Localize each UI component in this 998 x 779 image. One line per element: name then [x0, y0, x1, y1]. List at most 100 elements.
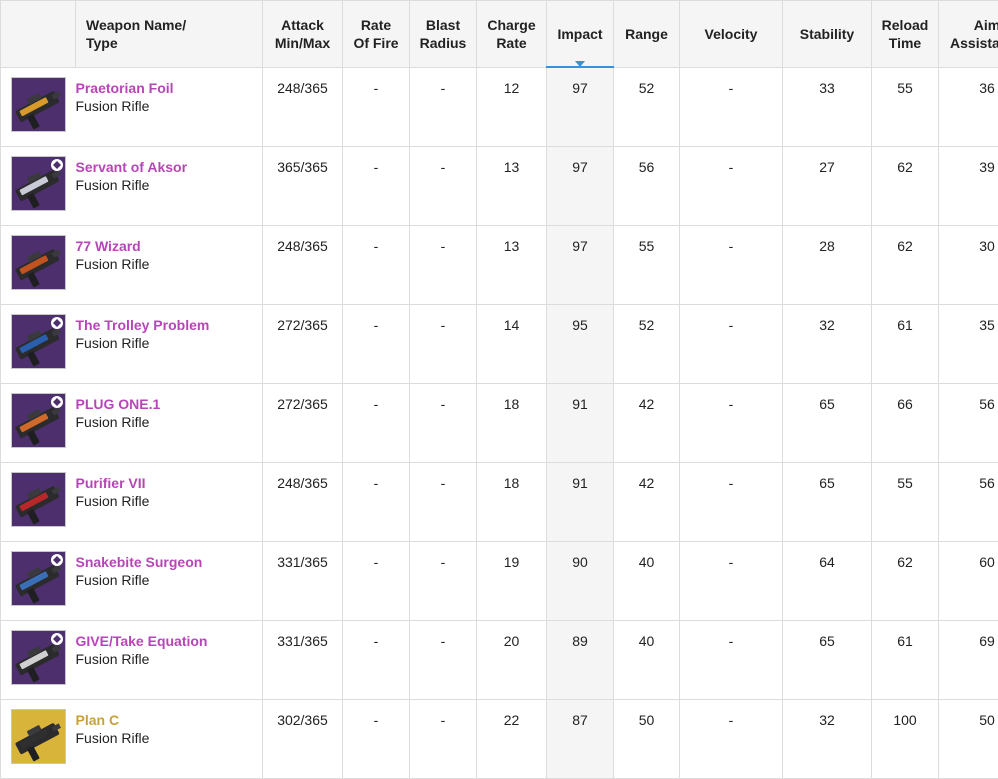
aim-assistance-cell: 36 [939, 67, 998, 147]
weapon-thumbnail[interactable] [11, 156, 66, 211]
weapon-thumbnail[interactable] [11, 77, 66, 132]
range-cell: 52 [614, 67, 680, 147]
weapon-name-link[interactable]: GIVE/Take Equation [76, 632, 263, 650]
attack-value: 331/365 [263, 621, 342, 649]
blast-radius-value: - [410, 700, 476, 728]
stability-cell: 65 [783, 463, 872, 542]
reload-time-cell: 62 [872, 542, 939, 621]
header-stability[interactable]: Stability [783, 1, 872, 68]
weapon-name-link[interactable]: Servant of Aksor [76, 158, 263, 176]
reload-time-cell: 62 [872, 226, 939, 305]
charge-rate-value: 18 [477, 463, 546, 491]
aim-assistance-value: 60 [939, 542, 998, 570]
weapon-name-link[interactable]: Purifier VII [76, 474, 263, 492]
header-blast-radius[interactable]: Blast Radius [410, 1, 477, 68]
weapon-thumbnail[interactable] [11, 551, 66, 606]
header-aim-assistance[interactable]: Aim Assistance [939, 1, 998, 68]
icon-cell [1, 226, 76, 305]
rate-of-fire-cell: - [343, 542, 410, 621]
weapon-name-cell: PLUG ONE.1 Fusion Rifle [76, 384, 263, 463]
table-row: GIVE/Take Equation Fusion Rifle 331/365 … [1, 621, 998, 700]
weapon-name-link[interactable]: Praetorian Foil [76, 79, 263, 97]
blast-radius-cell: - [410, 621, 477, 700]
rate-of-fire-cell: - [343, 305, 410, 384]
velocity-value: - [680, 621, 782, 649]
weapon-thumbnail[interactable] [11, 709, 66, 764]
weapon-thumbnail[interactable] [11, 314, 66, 369]
charge-rate-cell: 12 [477, 67, 547, 147]
icon-cell [1, 463, 76, 542]
header-impact[interactable]: Impact [547, 1, 614, 68]
weapon-thumbnail[interactable] [11, 472, 66, 527]
aim-assistance-value: 56 [939, 463, 998, 491]
attack-cell: 248/365 [263, 226, 343, 305]
charge-rate-cell: 13 [477, 226, 547, 305]
velocity-cell: - [680, 384, 783, 463]
blast-radius-cell: - [410, 67, 477, 147]
velocity-cell: - [680, 621, 783, 700]
stability-cell: 32 [783, 700, 872, 779]
weapon-name-link[interactable]: Snakebite Surgeon [76, 553, 263, 571]
reload-time-value: 62 [872, 226, 938, 254]
weapon-name-cell: Plan C Fusion Rifle [76, 700, 263, 779]
header-range[interactable]: Range [614, 1, 680, 68]
attack-cell: 331/365 [263, 621, 343, 700]
weapon-name-link[interactable]: The Trolley Problem [76, 316, 263, 334]
fusion-rifle-icon [12, 710, 65, 763]
weapon-thumbnail[interactable] [11, 235, 66, 290]
header-attack-line2: Min/Max [275, 35, 330, 51]
charge-rate-cell: 20 [477, 621, 547, 700]
charge-rate-cell: 22 [477, 700, 547, 779]
stability-cell: 32 [783, 305, 872, 384]
rate-of-fire-value: - [343, 542, 409, 570]
weapon-name-link[interactable]: Plan C [76, 711, 263, 729]
icon-cell [1, 700, 76, 779]
blast-radius-value: - [410, 68, 476, 96]
range-cell: 52 [614, 305, 680, 384]
range-cell: 42 [614, 463, 680, 542]
header-charge-rate-line2: Rate [496, 35, 526, 51]
weapon-type: Fusion Rifle [76, 176, 263, 194]
charge-rate-cell: 18 [477, 463, 547, 542]
icon-cell [1, 384, 76, 463]
range-cell: 56 [614, 147, 680, 226]
rate-of-fire-value: - [343, 700, 409, 728]
stability-cell: 64 [783, 542, 872, 621]
range-value: 52 [614, 305, 679, 333]
header-charge-rate[interactable]: Charge Rate [477, 1, 547, 68]
reload-time-cell: 62 [872, 147, 939, 226]
charge-rate-cell: 19 [477, 542, 547, 621]
impact-cell: 90 [547, 542, 614, 621]
header-rate-of-fire[interactable]: Rate Of Fire [343, 1, 410, 68]
range-value: 52 [614, 68, 679, 96]
weapon-thumbnail[interactable] [11, 393, 66, 448]
blast-radius-cell: - [410, 542, 477, 621]
header-name[interactable]: Weapon Name/ Type [76, 1, 263, 68]
weapon-name-link[interactable]: 77 Wizard [76, 237, 263, 255]
header-reload-time-line1: Reload [882, 17, 929, 33]
table-row: The Trolley Problem Fusion Rifle 272/365… [1, 305, 998, 384]
table-row: Servant of Aksor Fusion Rifle 365/365 - … [1, 147, 998, 226]
weapon-type: Fusion Rifle [76, 650, 263, 668]
blast-radius-cell: - [410, 147, 477, 226]
header-aim-assistance-line1: Aim [974, 17, 998, 33]
impact-value: 87 [547, 700, 613, 728]
header-rate-of-fire-line1: Rate [361, 17, 391, 33]
range-cell: 50 [614, 700, 680, 779]
weapon-name-link[interactable]: PLUG ONE.1 [76, 395, 263, 413]
aim-assistance-value: 36 [939, 68, 998, 96]
stability-value: 65 [783, 621, 871, 649]
header-attack[interactable]: Attack Min/Max [263, 1, 343, 68]
impact-cell: 91 [547, 463, 614, 542]
header-reload-time[interactable]: Reload Time [872, 1, 939, 68]
range-cell: 40 [614, 621, 680, 700]
reload-time-value: 61 [872, 621, 938, 649]
charge-rate-value: 13 [477, 147, 546, 175]
charge-rate-cell: 13 [477, 147, 547, 226]
attack-cell: 272/365 [263, 305, 343, 384]
rate-of-fire-cell: - [343, 463, 410, 542]
attack-cell: 248/365 [263, 463, 343, 542]
weapon-name-cell: GIVE/Take Equation Fusion Rifle [76, 621, 263, 700]
weapon-thumbnail[interactable] [11, 630, 66, 685]
header-velocity[interactable]: Velocity [680, 1, 783, 68]
